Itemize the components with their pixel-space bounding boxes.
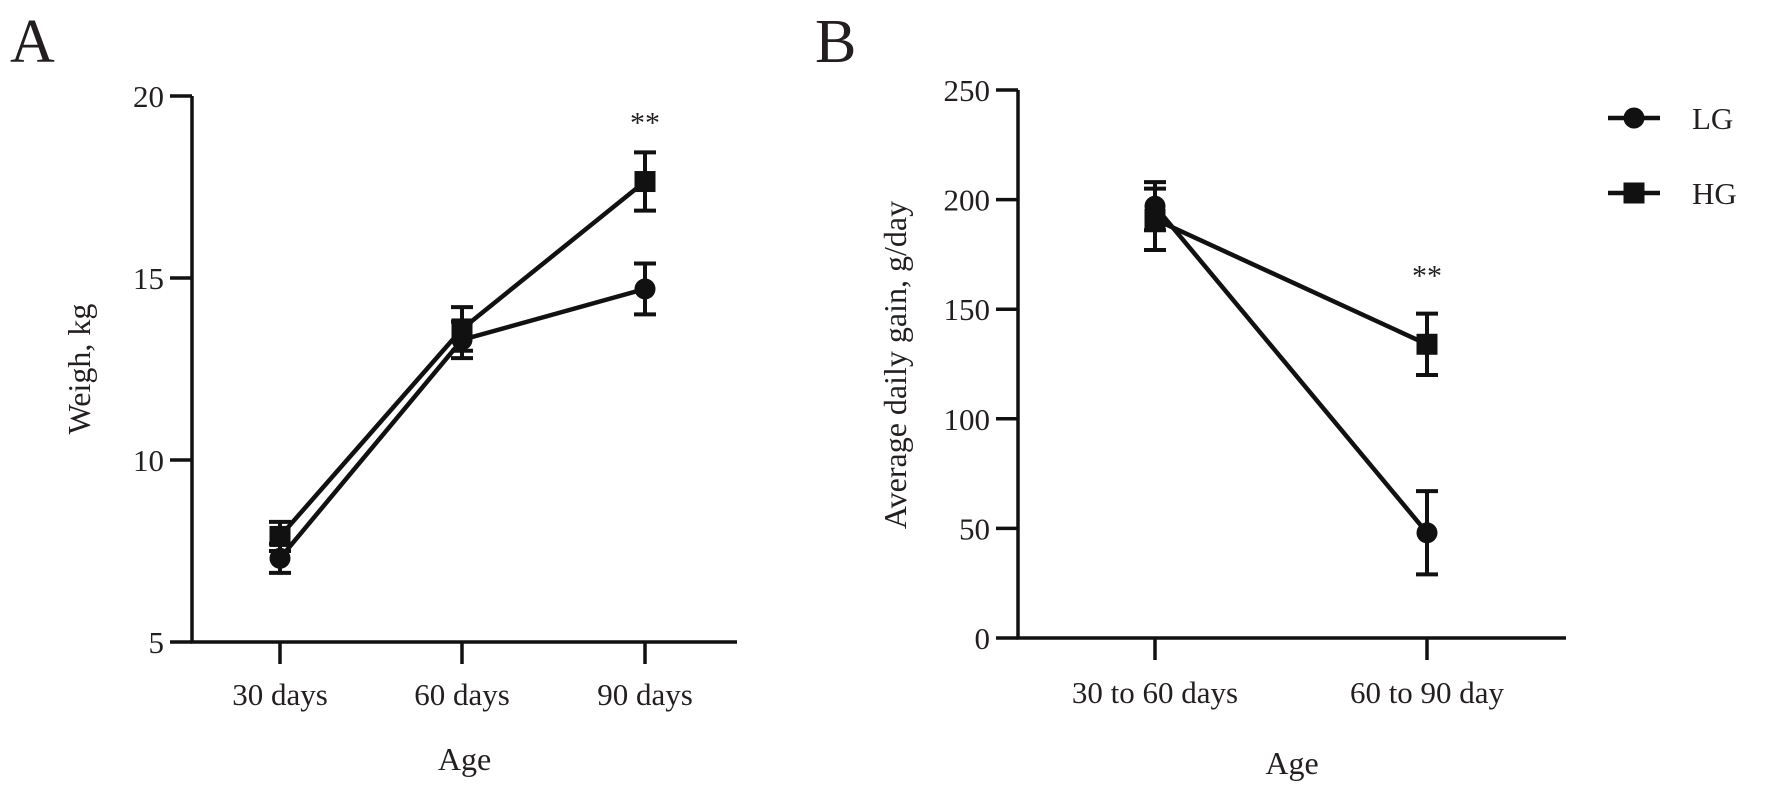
legend: LG HG [1608, 101, 1737, 211]
y-tick-label: 10 [133, 443, 164, 478]
y-tick-label: 20 [133, 79, 164, 114]
legend-label: LG [1692, 101, 1733, 136]
series-line-lg [1153, 204, 1429, 535]
point-hg [269, 525, 291, 547]
y-axis-label: Weigh, kg [61, 304, 97, 435]
y-tick-label: 5 [149, 625, 165, 660]
panel-letter: B [815, 8, 856, 76]
point-lg [269, 547, 291, 569]
y-tick-label: 150 [944, 292, 991, 327]
y-tick-label: 50 [959, 511, 990, 546]
y-tick-label: 100 [944, 402, 991, 437]
x-tick-label: 30 to 60 days [1072, 675, 1238, 710]
point-lg [634, 278, 656, 300]
legend-item-lg: LG [1608, 101, 1733, 136]
significance-label: ** [630, 106, 660, 139]
point-hg [1144, 208, 1166, 230]
y-tick-label: 0 [975, 621, 991, 656]
point-lg [1416, 522, 1438, 544]
x-tick-label: 60 to 90 day [1350, 675, 1505, 710]
y-tick-label: 250 [944, 73, 991, 108]
x-axis-label: Age [1265, 745, 1318, 781]
legend-label: HG [1692, 176, 1737, 211]
panel-letter: A [10, 8, 55, 76]
x-axis-label: Age [438, 741, 491, 777]
legend-marker-circle [1623, 107, 1645, 129]
y-tick-label: 200 [944, 183, 991, 218]
legend-marker-square [1623, 182, 1645, 204]
point-hg [634, 171, 656, 193]
point-hg [451, 318, 473, 340]
legend-item-hg: HG [1608, 176, 1737, 211]
y-tick-label: 15 [133, 261, 164, 296]
significance-label: ** [1412, 260, 1442, 293]
panel-b: B 0 50 100 150 200 250 30 to 60 days 60 to 90 da… [815, 8, 1566, 781]
point-hg [1416, 333, 1438, 355]
x-tick-label: 60 days [414, 677, 510, 712]
x-tick-label: 30 days [232, 677, 328, 712]
x-tick-label: 90 days [597, 677, 693, 712]
series-line-hg [1154, 217, 1428, 347]
panel-a: A 5 10 15 20 30 days 60 days 90 days Age Weigh, k… [10, 8, 737, 777]
y-axis-label: Average daily gain, g/day [877, 201, 913, 529]
